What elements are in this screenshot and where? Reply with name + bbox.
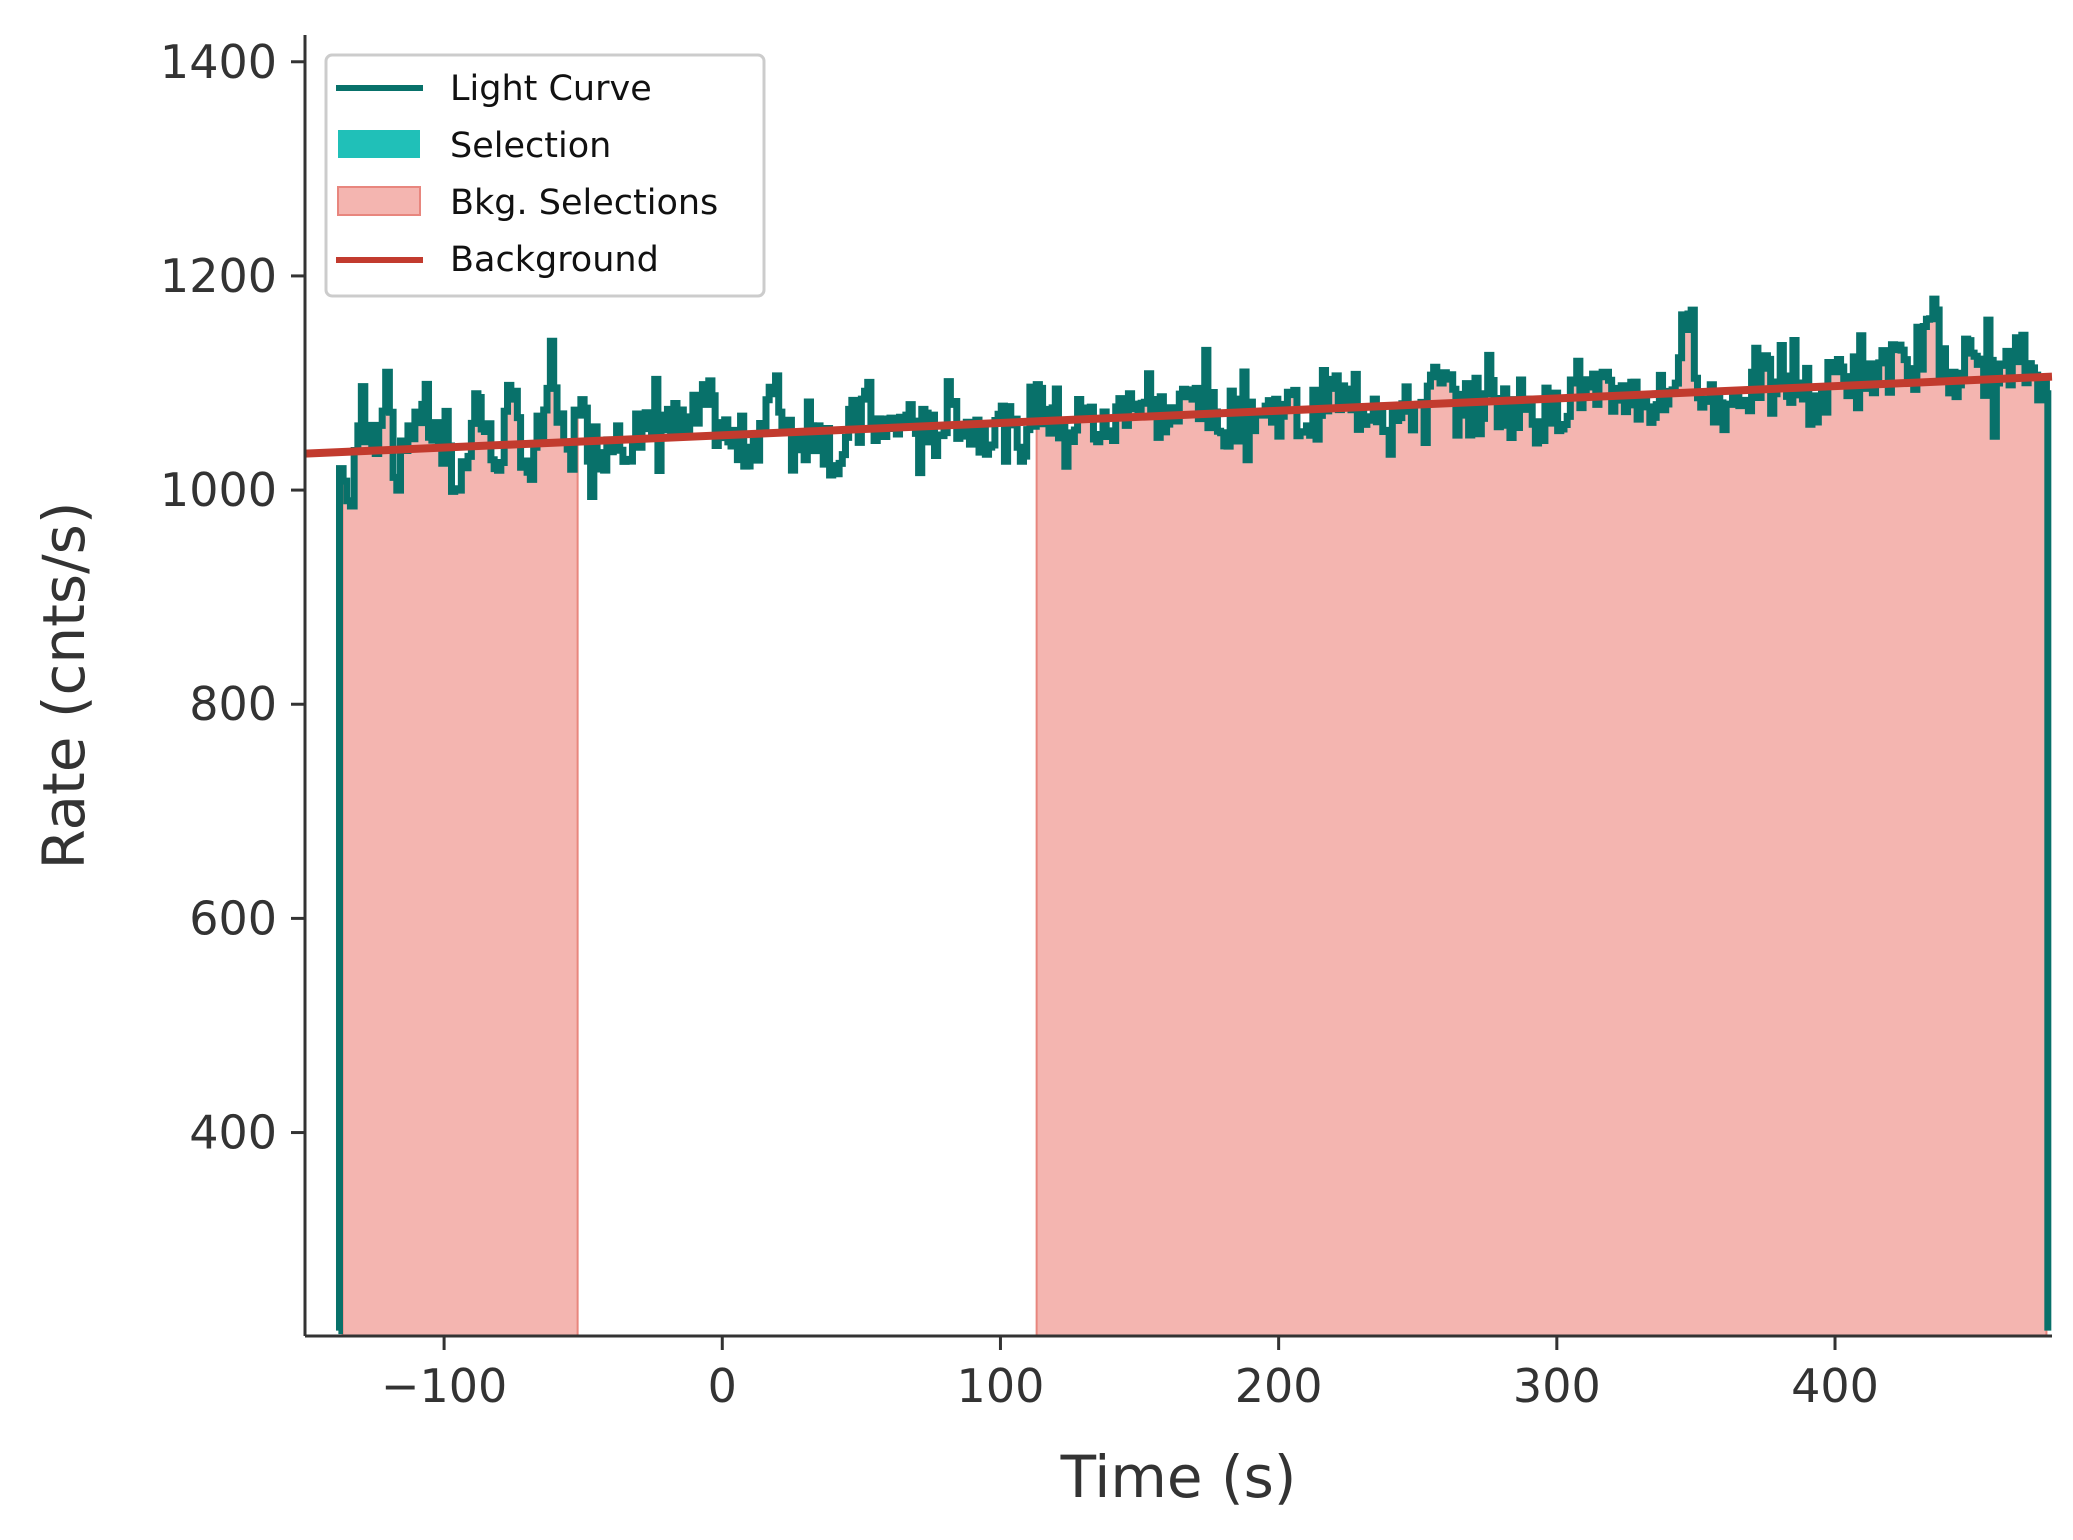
y-axis-title: Rate (cnts/s) [30,501,98,869]
x-ticks: −100 0 100 200 300 400 [381,1336,1879,1413]
legend-bkg-selections-label: Bkg. Selections [450,183,718,223]
y-tick-label: 1200 [160,249,277,303]
y-tick-label: 600 [189,891,277,945]
y-tick-label: 400 [189,1106,277,1160]
legend-background-label: Background [450,240,659,280]
x-tick-label: 400 [1791,1359,1879,1413]
x-axis-title: Time (s) [1060,1443,1297,1511]
y-ticks: 400 600 800 1000 1200 1400 [160,35,305,1160]
y-tick-label: 1000 [160,463,277,517]
light-curve-line [335,295,2052,1335]
y-tick-label: 800 [189,677,277,731]
legend-light-curve-label: Light Curve [450,69,652,109]
legend-selection-label: Selection [450,126,611,166]
legend: Light Curve Selection Bkg. Selections Ba… [324,53,766,298]
background-fit-line [304,372,2053,458]
x-tick-label: 200 [1235,1359,1323,1413]
background-fit-layer [304,372,2053,458]
legend-frame [324,53,766,298]
region-above-curve [305,35,2052,1331]
legend-bkg-selections-swatch [337,186,421,216]
x-tick-label: −100 [381,1359,507,1413]
x-tick-label: 100 [957,1359,1045,1413]
x-tick-label: 0 [708,1359,737,1413]
legend-selection-swatch [338,130,420,158]
axes [303,35,2052,1338]
y-tick-label: 1400 [160,35,277,89]
light-curve-layer [335,295,2052,1335]
x-tick-label: 300 [1513,1359,1601,1413]
